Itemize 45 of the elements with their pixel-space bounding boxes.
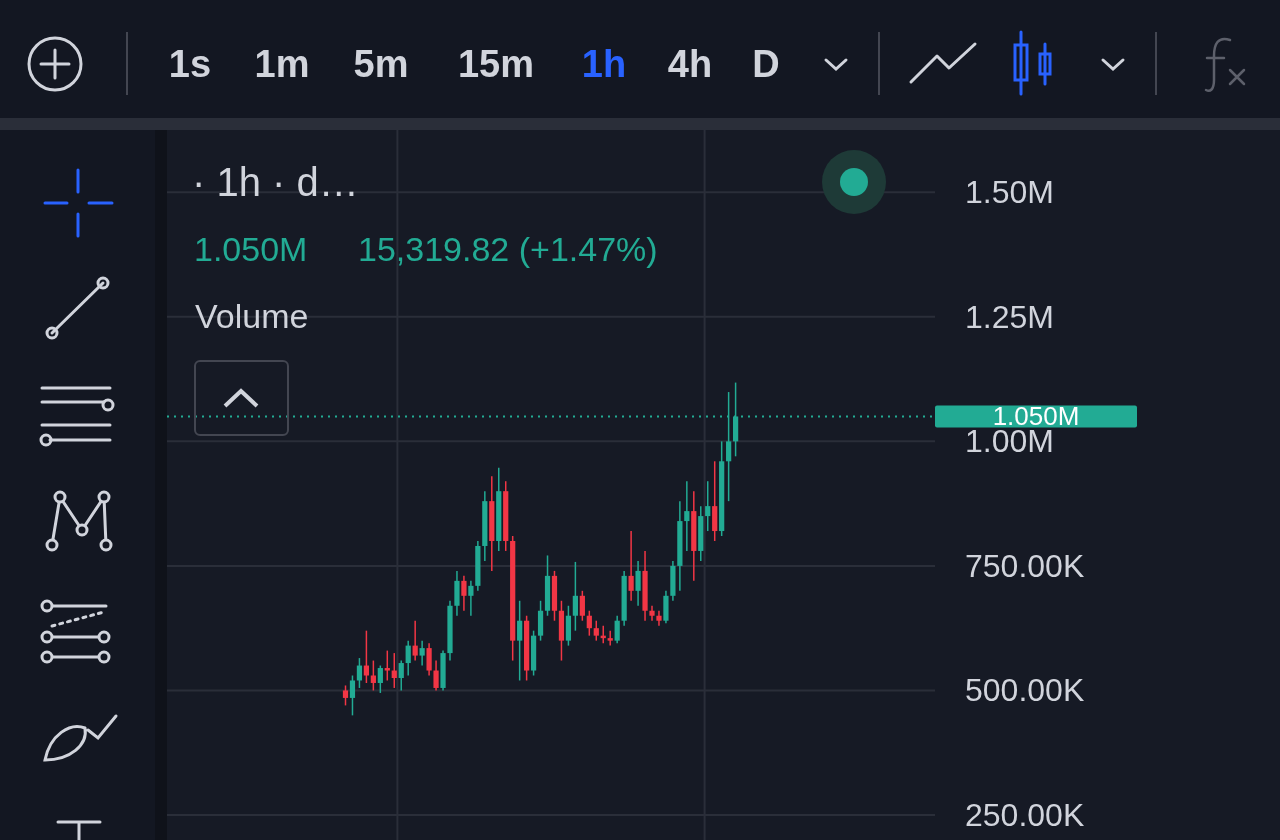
candlestick — [628, 530, 634, 602]
text: D — [752, 43, 780, 85]
candlestick — [572, 561, 578, 632]
annotation: Volume — [195, 297, 309, 335]
candlestick — [349, 674, 356, 717]
candlestick — [517, 600, 523, 682]
candlestick — [684, 480, 690, 552]
candlestick — [614, 614, 620, 644]
candlestick — [461, 575, 467, 612]
candlestick — [419, 639, 425, 667]
candlestick — [391, 652, 397, 689]
y-tick-label: 1.50M — [965, 174, 1054, 211]
candlestick — [705, 480, 711, 532]
candlestick — [342, 684, 349, 707]
candlestick — [370, 659, 376, 692]
text: 1m — [254, 43, 310, 85]
candlestick — [586, 610, 592, 637]
candlestick — [412, 619, 418, 662]
text: 1s — [168, 43, 212, 85]
candlestick — [635, 560, 641, 607]
text: 5m — [353, 43, 409, 85]
y-tick-label: 250.00K — [965, 796, 1085, 833]
candlestick — [363, 629, 370, 684]
annotation: 15,319.82 (+1.47%) — [358, 230, 658, 268]
annotation: 1.050M — [194, 230, 308, 268]
candlestick — [468, 580, 474, 617]
y-tick-label: 1.25M — [965, 298, 1054, 335]
text: 15m — [457, 43, 535, 85]
candlestick — [593, 619, 599, 642]
candlestick — [398, 659, 404, 692]
candlestick — [356, 657, 363, 689]
candlestick — [607, 629, 613, 647]
text: · 1h · d… — [192, 160, 359, 204]
candlestick — [649, 605, 655, 622]
candlestick — [433, 659, 439, 692]
candlestick — [377, 664, 383, 694]
candlestick — [579, 590, 585, 622]
text: 1h — [581, 43, 627, 85]
y-tick-label: 500.00K — [965, 672, 1085, 709]
text: 4h — [667, 43, 713, 85]
candlestick — [656, 610, 662, 627]
candlestick — [426, 642, 432, 677]
candlestick — [384, 649, 390, 682]
y-tick-label: 750.00K — [965, 547, 1085, 584]
candlestick — [405, 639, 411, 677]
